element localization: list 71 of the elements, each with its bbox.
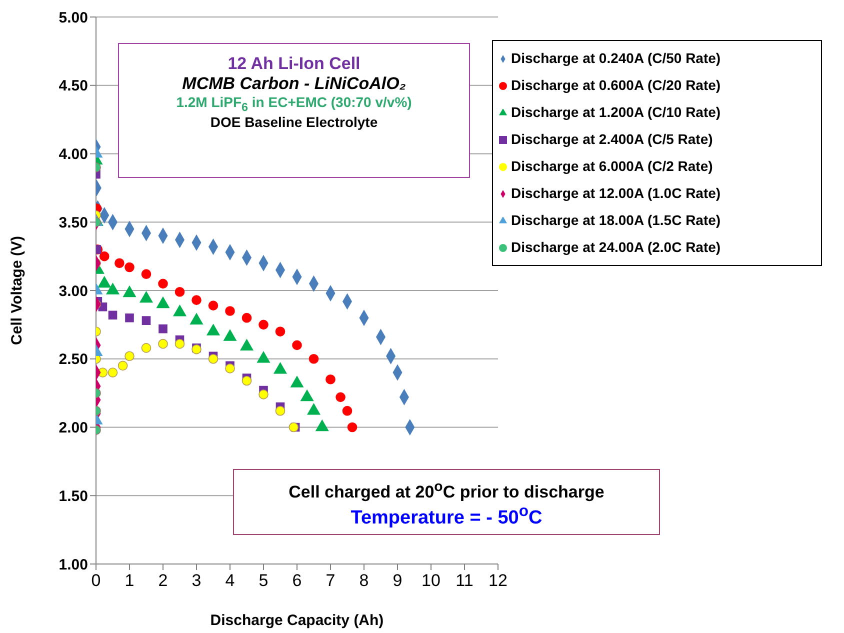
- legend-label: Discharge at 0.240A (C/50 Rate): [511, 50, 721, 66]
- annotation: Temperature = - 50$^{o}$C: [350, 502, 544, 529]
- point: [275, 326, 286, 336]
- x-tick-label: 0: [91, 571, 101, 590]
- legend-label: Discharge at 1.200A (C/10 Rate): [511, 104, 721, 120]
- point: [142, 316, 151, 325]
- x-tick-label: 12: [488, 571, 508, 590]
- y-tick-label: 1.00: [58, 556, 88, 574]
- annotation: Cell charged at 20$^{o}$C prior to discharge: [288, 479, 606, 503]
- point: [258, 390, 268, 400]
- x-tick-label: 7: [326, 571, 336, 590]
- x-tick-label: 11: [456, 571, 474, 590]
- point: [158, 278, 168, 289]
- annotation: DOE Baseline Electrolyte: [209, 114, 379, 130]
- x-tick-label: 9: [392, 571, 402, 590]
- x-axis-title: Discharge Capacity (Ah): [210, 612, 384, 629]
- point: [308, 354, 319, 364]
- point: [141, 343, 152, 353]
- point: [208, 300, 218, 310]
- point: [108, 368, 118, 378]
- point: [174, 286, 185, 297]
- x-tick-label: 4: [225, 571, 235, 590]
- point: [258, 320, 268, 330]
- point: [326, 374, 336, 384]
- point: [275, 406, 286, 416]
- legend-label: Discharge at 0.600A (C/20 Rate): [511, 77, 721, 93]
- point: [141, 269, 152, 279]
- point: [342, 406, 352, 416]
- x-tick-label: 2: [158, 571, 168, 590]
- note-box: Cell charged at 20$^{o}$C prior to discharge Temperature = - 50$^{o}$C: [233, 469, 660, 535]
- legend-label: Discharge at 18.00A (1.5C Rate): [511, 212, 721, 228]
- point: [174, 338, 185, 349]
- point: [99, 251, 110, 262]
- x-tick-label: 5: [258, 571, 268, 590]
- point: [124, 262, 134, 272]
- y-axis-title: Cell Voltage (V): [8, 236, 26, 345]
- y-tick-label: 3.50: [58, 214, 88, 232]
- legend-label: Discharge at 2.400A (C/5 Rate): [511, 131, 713, 147]
- point: [114, 258, 124, 268]
- point: [118, 360, 128, 371]
- note-box: 12 Ah Li-Ion Cell MCMB Carbon - LiNiCoAlO₂ 1.2M LiPF$_{6}$ in EC+EMC (30:70 v/v%) DOE Baseline Electrolyte: [118, 43, 470, 178]
- y-tick-label: 1.50: [58, 488, 88, 505]
- point: [208, 354, 218, 364]
- legend-label: Discharge at 6.000A (C/2 Rate): [511, 158, 713, 174]
- point: [158, 324, 168, 334]
- y-tick-label: 4.50: [58, 78, 88, 95]
- y-tick-label: 2.50: [58, 351, 88, 368]
- y-tick-label: 4.00: [58, 146, 88, 164]
- point: [158, 338, 168, 349]
- x-tick-label: 3: [192, 571, 202, 590]
- point: [125, 313, 134, 322]
- x-tick-label: 10: [422, 571, 440, 590]
- x-tick-label: 8: [359, 571, 369, 590]
- point: [347, 422, 358, 432]
- point: [225, 364, 235, 374]
- point: [242, 376, 252, 386]
- point: [225, 306, 235, 316]
- point: [336, 392, 346, 402]
- annotation: 1.2M LiPF$_{6}$ in EC+EMC (30:70 v/v%): [175, 94, 413, 114]
- point: [292, 340, 302, 350]
- legend-label: Discharge at 24.00A (2.0C Rate): [511, 239, 721, 255]
- point: [192, 295, 202, 305]
- x-tick-label: 1: [124, 571, 134, 590]
- point: [108, 310, 118, 320]
- legend-label: Discharge at 12.00A (1.0C Rate): [511, 185, 721, 201]
- x-tick-label: 6: [292, 571, 302, 590]
- y-tick-label: 2.00: [58, 420, 88, 437]
- point: [124, 351, 134, 362]
- point: [242, 312, 252, 323]
- y-tick-label: 3.00: [58, 282, 88, 300]
- y-tick-label: 5.00: [58, 9, 88, 26]
